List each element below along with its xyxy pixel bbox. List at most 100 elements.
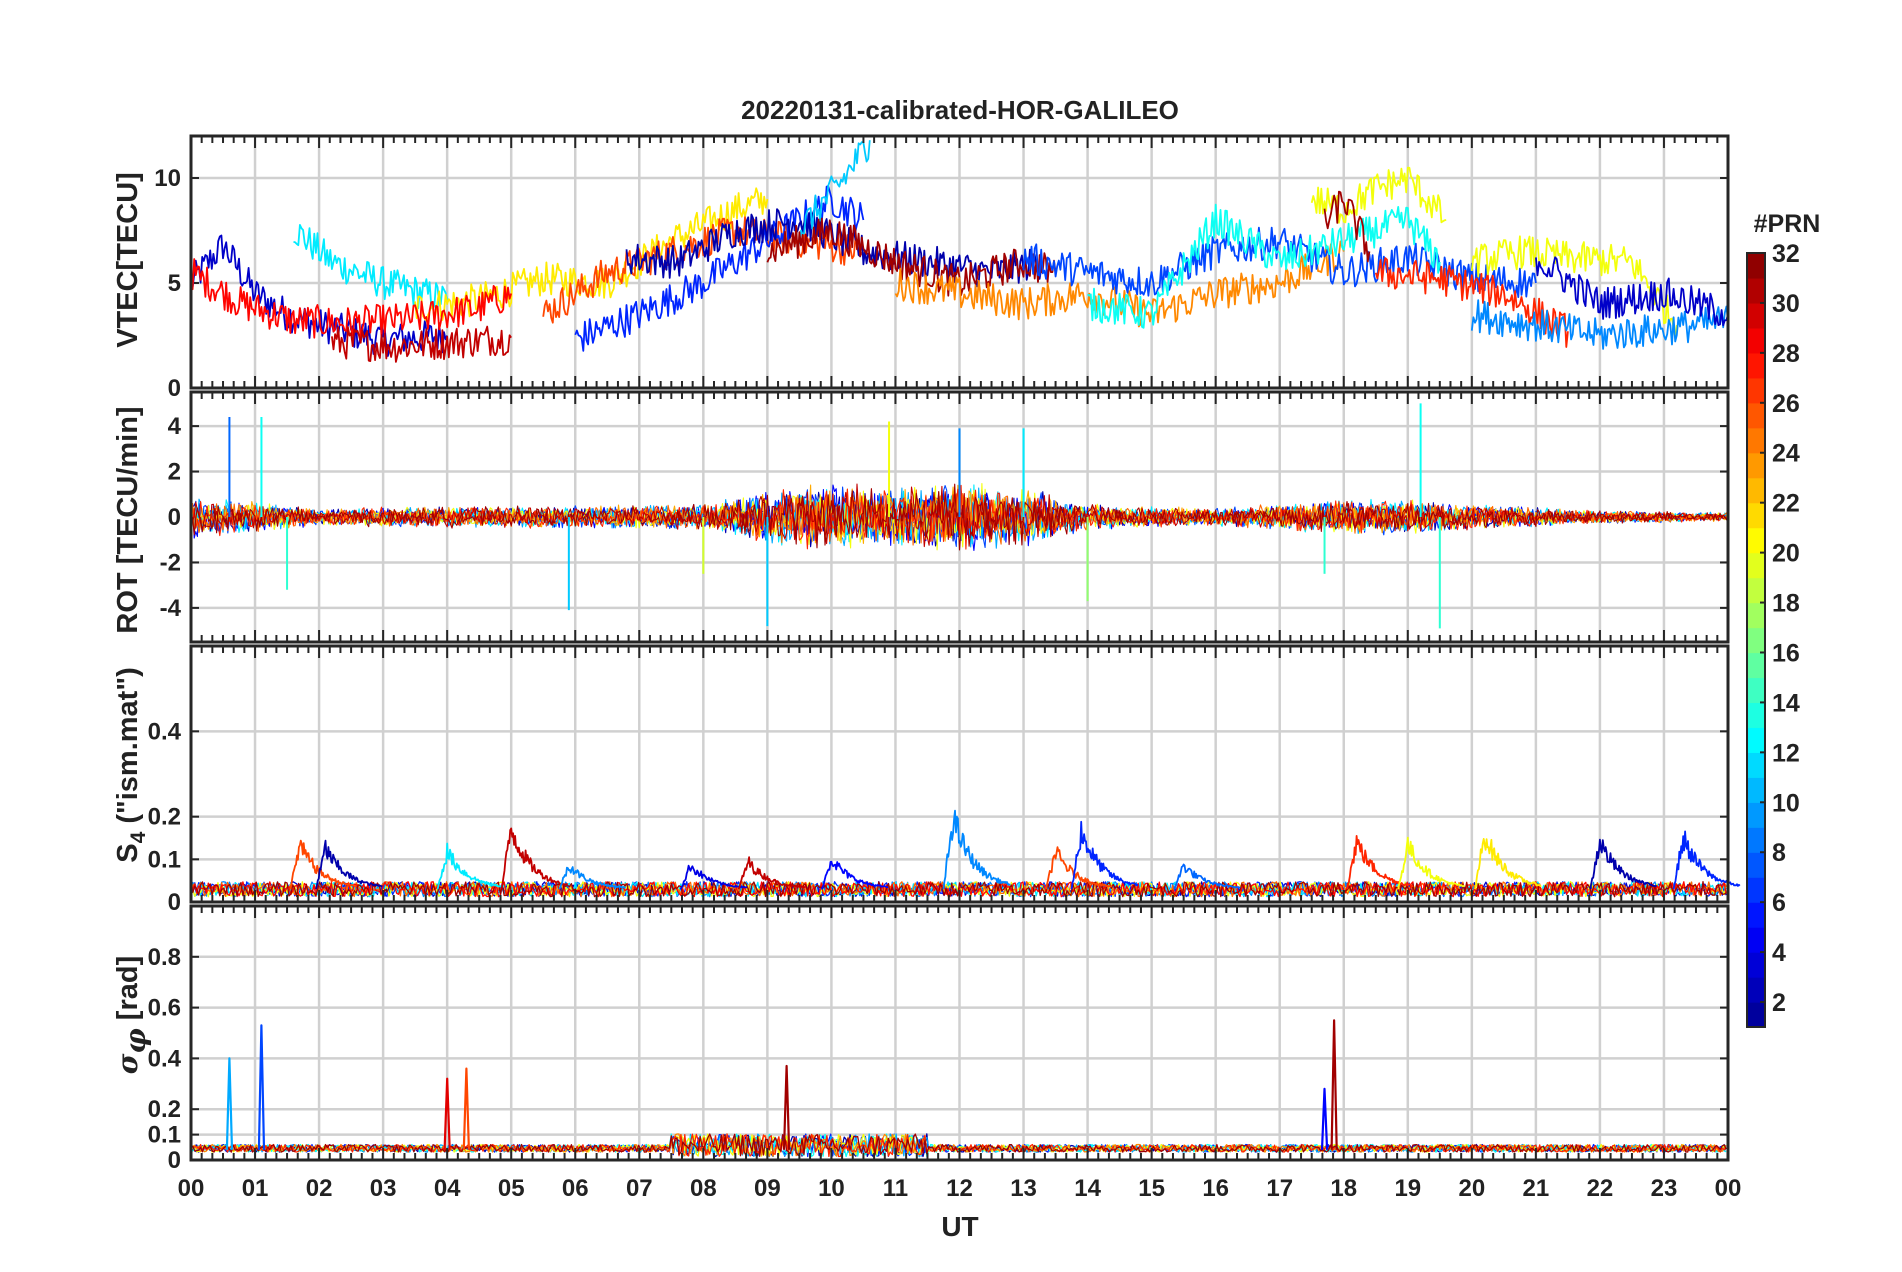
y-tick-label: 5: [168, 270, 181, 297]
sigma-spike: [1330, 1019, 1338, 1150]
sigma-ylabel-sub: φ: [119, 1028, 152, 1054]
colorbar-segment: [1747, 1002, 1765, 1028]
axes-box: [189, 390, 1730, 644]
y-tick-label: 0: [168, 1147, 181, 1174]
colorbar-segment: [1747, 427, 1765, 454]
colorbar-segment: [1747, 827, 1765, 853]
s4-burst-line: [1474, 838, 1542, 890]
sigma-phi-panel: 00.10.2 0.4 0.6 0.8: [148, 904, 1730, 1174]
colorbar-segment: [1747, 952, 1765, 978]
colorbar-segment: [1747, 927, 1765, 953]
y-tick-label: 0.4: [148, 718, 182, 745]
sigma-ylabel: σφ [rad]: [111, 956, 152, 1075]
x-tick-label: 16: [1202, 1175, 1229, 1202]
colorbar-segment: [1747, 752, 1765, 778]
s4-burst-line: [315, 839, 383, 890]
vtec-series-line: [414, 187, 769, 322]
y-tick-label: 0.6: [148, 995, 181, 1022]
s4-burst-line: [1397, 836, 1466, 890]
x-tick-label: 00: [178, 1175, 205, 1202]
vtec-series-line: [1323, 190, 1371, 263]
colorbar-segment: [1747, 527, 1765, 554]
colorbar-segment: [1747, 652, 1765, 679]
x-tick-label: 18: [1330, 1175, 1357, 1202]
vtec-series-line: [1470, 299, 1729, 350]
colorbar-segment: [1747, 477, 1765, 504]
sigma-spike: [443, 1077, 451, 1150]
colorbar-tick-label: 18: [1772, 590, 1800, 618]
x-tick-label: 13: [1010, 1175, 1037, 1202]
colorbar-segment: [1747, 702, 1765, 728]
s4-ylabel-sub: 4: [127, 831, 150, 843]
x-tick-label: 17: [1266, 1175, 1293, 1202]
colorbar-tick-label: 8: [1772, 839, 1786, 867]
colorbar-segment: [1747, 677, 1765, 704]
vtec-series-line: [1374, 257, 1569, 348]
colorbar-tick-label: 28: [1772, 340, 1800, 368]
s4-burst-line: [558, 866, 626, 890]
colorbar-tick-label: 6: [1772, 889, 1786, 917]
sigma-ylabel-sym: σ: [111, 1053, 144, 1074]
x-tick-label: 22: [1587, 1175, 1614, 1202]
s4-burst-line: [1070, 820, 1139, 890]
x-tick-label: 14: [1074, 1175, 1101, 1202]
colorbar-label: #PRN: [1754, 210, 1821, 238]
colorbar-tick-label: 22: [1772, 490, 1800, 518]
s4-burst-line: [942, 809, 1011, 890]
colorbar-tick-label: 30: [1772, 290, 1800, 318]
x-tick-label: 01: [242, 1175, 269, 1202]
y-tick-label: 4: [168, 413, 182, 440]
vtec-series-line: [1087, 203, 1441, 329]
y-tick-label: 0.2: [148, 1096, 181, 1123]
colorbar-frame: [1746, 252, 1766, 1028]
colorbar-segment: [1747, 627, 1765, 654]
y-tick-label: 0: [168, 375, 181, 402]
colorbar-tick-label: 20: [1772, 540, 1800, 568]
colorbar-segment: [1747, 777, 1765, 803]
s4-burst-line: [436, 842, 505, 890]
x-tick-label: 20: [1458, 1175, 1485, 1202]
colorbar-segment: [1747, 277, 1765, 304]
sigma-ylabel-rest: [rad]: [112, 956, 144, 1029]
x-tick-label: 02: [306, 1175, 333, 1202]
colorbar-segment: [1747, 502, 1765, 529]
x-tick-label: 05: [498, 1175, 525, 1202]
x-tick-label: 11: [883, 1175, 908, 1202]
colorbar-segment: [1747, 977, 1765, 1003]
x-tick-label: 23: [1651, 1175, 1678, 1202]
s4-burst-line: [1589, 838, 1657, 890]
colorbar-tick-label: 4: [1772, 939, 1786, 967]
x-tick-label: 12: [946, 1175, 973, 1202]
x-axis-ticks: 00 01 02 03 04 05 06 07 08 09 10 11 12 13 14 15 16 17 18 19…: [178, 1175, 1742, 1202]
s4-ylabel-rest: ("ism.mat"): [112, 667, 144, 831]
colorbar-tick-label: 2: [1772, 989, 1786, 1017]
vtec-series-line: [331, 325, 512, 363]
colorbar-segment: [1747, 602, 1765, 629]
rot-ylabel: ROT [TECU/min]: [112, 406, 144, 633]
colorbar-segment: [1747, 253, 1765, 279]
y-tick-label: 0: [168, 504, 181, 531]
y-tick-label: 0.2: [148, 804, 181, 831]
colorbar-segment: [1747, 302, 1765, 329]
y-tick-label: 2: [168, 459, 181, 486]
x-tick-label: 03: [370, 1175, 397, 1202]
s4-burst-line: [1346, 835, 1414, 890]
colorbar-tick-label: 10: [1772, 789, 1800, 817]
y-tick-label: -2: [160, 549, 181, 576]
colorbar-segment: [1747, 802, 1765, 828]
vtec-series-line: [1470, 235, 1678, 339]
s4-burst-line: [1045, 846, 1113, 890]
x-tick-label: 06: [562, 1175, 589, 1202]
colorbar-tick-label: 24: [1772, 440, 1800, 468]
colorbar-segment: [1747, 727, 1765, 753]
vtec-series-line: [190, 258, 513, 340]
x-tick-label: 08: [690, 1175, 717, 1202]
sigma-spike: [462, 1067, 470, 1150]
rot-series-line: [190, 483, 1729, 551]
colorbar-tick-label: 16: [1772, 639, 1800, 667]
colorbar-segment: [1747, 452, 1765, 479]
axes-box: [189, 644, 1730, 904]
s4-burst-line: [737, 856, 805, 890]
colorbar-segment: [1747, 552, 1765, 579]
colorbar-segment: [1747, 852, 1765, 878]
